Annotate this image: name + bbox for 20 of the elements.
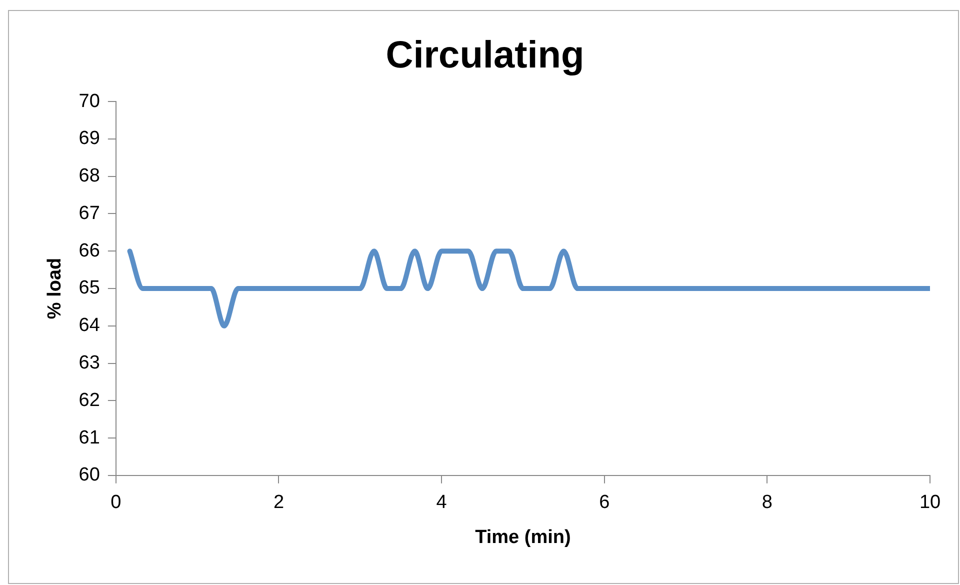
y-axis-title: % load xyxy=(44,258,66,320)
y-tick-label: 70 xyxy=(78,90,100,112)
y-tick-label: 62 xyxy=(78,390,100,411)
y-tick-label: 61 xyxy=(78,427,100,448)
y-tick-label: 60 xyxy=(78,464,100,486)
x-tick-label: 4 xyxy=(436,492,448,514)
x-tick-label: 10 xyxy=(919,492,941,514)
y-tick-label: 64 xyxy=(78,315,100,336)
y-tick-label: 63 xyxy=(78,352,100,374)
y-tick-label: 65 xyxy=(78,278,100,299)
x-tick-label: 8 xyxy=(762,492,772,514)
y-tick-label: 66 xyxy=(78,240,100,262)
y-tick-label: 68 xyxy=(78,166,100,187)
x-tick-label: 2 xyxy=(273,492,284,514)
x-axis-title: Time (min) xyxy=(475,526,571,548)
x-tick-label: 6 xyxy=(599,492,610,514)
y-tick-label: 69 xyxy=(78,128,100,150)
chart-title: Circulating xyxy=(386,34,584,76)
x-tick-label: 0 xyxy=(110,492,122,514)
y-tick-label: 67 xyxy=(78,202,100,224)
